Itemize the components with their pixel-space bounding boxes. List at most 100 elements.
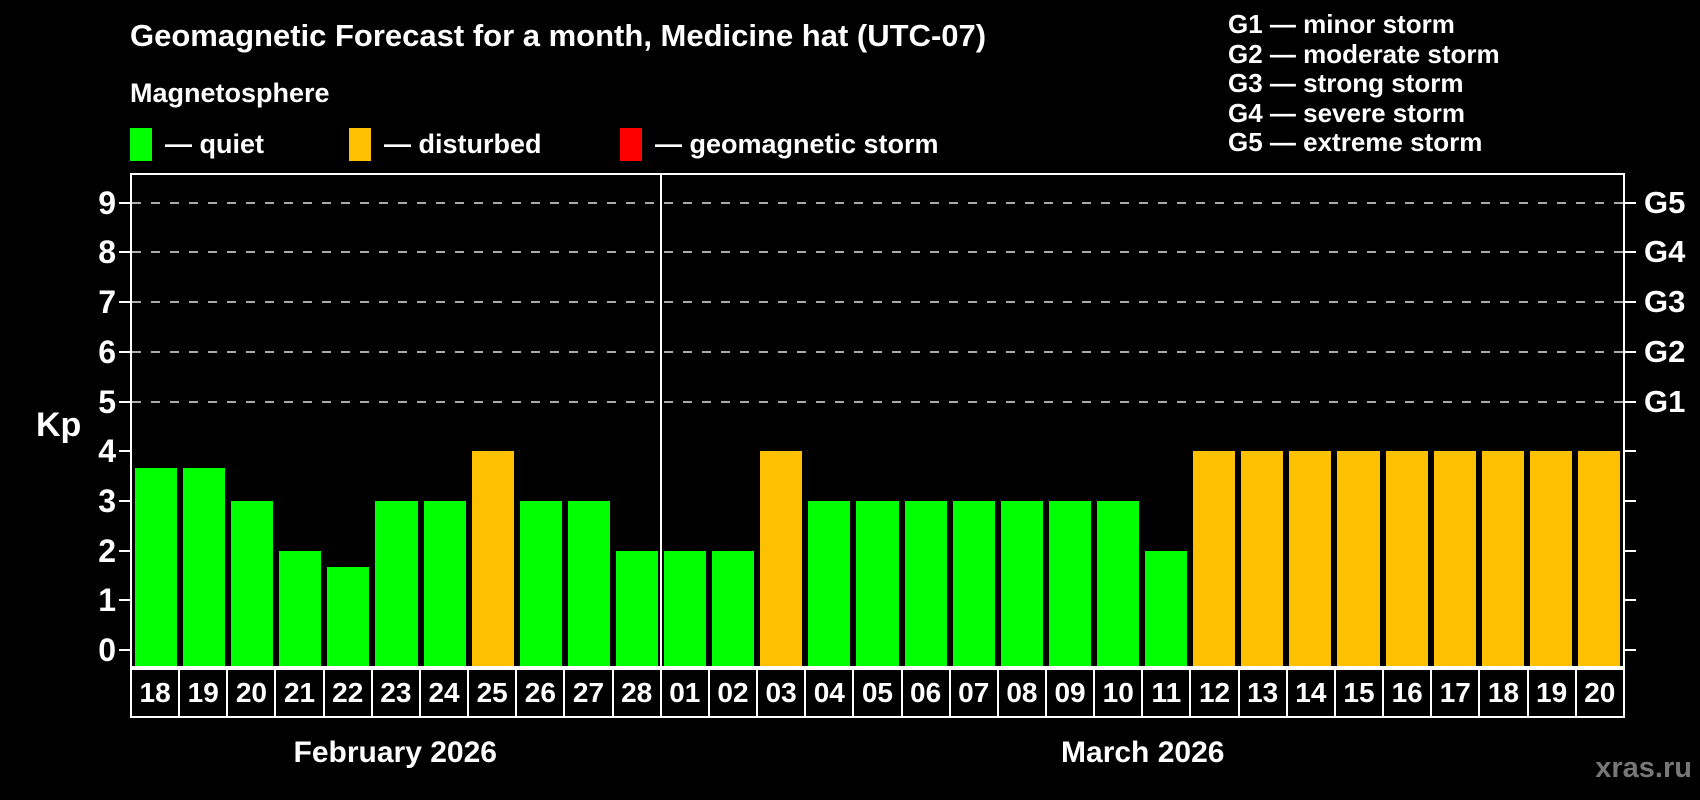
kp-bar-day-13 (1241, 451, 1284, 666)
g-scale-legend: G1 — minor storm G2 — moderate storm G3 — … (1228, 9, 1500, 158)
kp-bar-day-20 (231, 500, 274, 666)
g-scale-legend-line: G4 — severe storm (1228, 97, 1466, 128)
y-axis-tick-left (119, 400, 130, 403)
kp-bar-day-24 (423, 500, 466, 666)
gridline-kp8 (132, 251, 1623, 254)
kp-bar-day-17 (1433, 451, 1476, 666)
kp-bar-day-06 (904, 500, 947, 666)
y-axis-tick-left (119, 350, 130, 353)
day-cell: 25 (467, 668, 518, 718)
legend-item-quiet: — quiet (130, 128, 264, 161)
storm-swatch-icon (620, 128, 642, 161)
right-axis-label-g3: G3 (1644, 284, 1686, 320)
day-cell: 19 (1526, 668, 1577, 718)
y-axis-tick-right (1625, 400, 1636, 403)
day-cell: 17 (1430, 668, 1481, 718)
kp-bar-day-20 (1577, 451, 1620, 666)
y-axis-tick-left (119, 301, 130, 304)
y-tick-label-5: 5 (98, 383, 116, 420)
y-tick-label-6: 6 (98, 333, 116, 370)
day-cell: 15 (1333, 668, 1385, 718)
y-axis-tick-right (1625, 649, 1636, 651)
kp-bar-day-27 (567, 500, 610, 666)
kp-bar-day-02 (712, 550, 755, 666)
y-axis-tick-left (119, 201, 130, 204)
day-axis-row: 18 19 20 21 22 23 24 25 26 27 28 01 02 03 04 05 06 07 08 09… (130, 668, 1625, 718)
legend-item-disturbed: — disturbed (349, 128, 542, 161)
day-cell: 02 (707, 668, 759, 718)
gridline-kp5 (132, 400, 1623, 403)
right-axis-label-g4: G4 (1644, 234, 1686, 270)
day-cell: 09 (1044, 668, 1096, 718)
day-cell: 27 (563, 668, 614, 718)
magnetosphere-label: Magnetosphere (130, 78, 330, 108)
y-axis-tick-right (1625, 549, 1636, 552)
day-cell: 06 (900, 668, 951, 718)
day-cell: 10 (1093, 668, 1144, 718)
kp-bar-day-07 (952, 500, 995, 666)
g-scale-legend-line: G2 — moderate storm (1228, 38, 1500, 69)
day-cell: 01 (659, 668, 710, 718)
y-tick-label-0: 0 (98, 632, 116, 668)
kp-bar-day-26 (519, 500, 562, 666)
y-axis-tick-left (119, 251, 130, 254)
day-cell: 11 (1141, 668, 1192, 718)
y-axis-tick-left (119, 599, 130, 602)
watermark: xras.ru (1595, 752, 1692, 784)
kp-bar-day-03 (760, 451, 803, 666)
month-label: March 2026 (1061, 736, 1225, 769)
day-cell: 08 (996, 668, 1047, 718)
legend-item-label: — quiet (165, 129, 264, 159)
quiet-swatch-icon (130, 128, 152, 161)
y-axis-tick-right (1625, 251, 1636, 254)
g-scale-legend-line: G3 — strong storm (1228, 68, 1464, 98)
kp-bar-day-09 (1048, 500, 1091, 666)
month-separator-line (660, 175, 663, 666)
kp-bar-day-16 (1385, 451, 1428, 666)
y-axis-tick-left (119, 499, 130, 502)
kp-bar-day-04 (808, 500, 851, 666)
day-cell: 19 (178, 668, 229, 718)
kp-bar-day-08 (1000, 500, 1043, 666)
g-scale-legend-line: G5 — extreme storm (1228, 127, 1483, 157)
kp-bar-day-01 (664, 550, 707, 666)
y-axis-label: Kp (36, 406, 82, 444)
legend-item-label: — geomagnetic storm (655, 129, 939, 159)
day-cell: 24 (418, 668, 470, 718)
y-axis-tick-left (119, 450, 130, 453)
day-cell: 18 (1478, 668, 1529, 718)
y-axis-tick-right (1625, 350, 1636, 353)
legend-item-storm: — geomagnetic storm (620, 128, 939, 161)
day-cell: 16 (1382, 668, 1433, 718)
y-tick-label-1: 1 (98, 582, 116, 619)
kp-bar-day-15 (1337, 451, 1380, 666)
y-axis-tick-right (1625, 499, 1636, 502)
kp-bar-day-23 (375, 500, 418, 666)
y-axis-tick-right (1625, 599, 1636, 602)
kp-bar-day-18 (1481, 451, 1524, 666)
kp-bar-day-12 (1193, 451, 1236, 666)
right-axis-label-g1: G1 (1644, 383, 1686, 419)
right-axis-label-g2: G2 (1644, 333, 1686, 369)
chart-title: Geomagnetic Forecast for a month, Medici… (130, 18, 987, 53)
kp-bar-day-11 (1145, 550, 1188, 666)
month-label: February 2026 (293, 736, 497, 769)
day-cell: 13 (1237, 668, 1288, 718)
legend-item-label: — disturbed (384, 129, 542, 159)
day-cell: 07 (948, 668, 999, 718)
day-cell: 20 (226, 668, 277, 718)
y-tick-label-2: 2 (98, 532, 116, 569)
day-cell: 18 (130, 668, 181, 718)
day-cell: 05 (852, 668, 903, 718)
day-cell: 21 (274, 668, 325, 718)
gridline-kp7 (132, 301, 1623, 304)
g-scale-legend-line: G1 — minor storm (1228, 9, 1455, 39)
y-tick-label-7: 7 (98, 284, 116, 321)
day-cell: 22 (322, 668, 373, 718)
gridline-kp9 (132, 201, 1623, 204)
kp-bar-day-19 (183, 467, 226, 666)
day-cell: 20 (1574, 668, 1625, 718)
disturbed-swatch-icon (349, 128, 371, 161)
y-tick-label-9: 9 (98, 184, 116, 221)
